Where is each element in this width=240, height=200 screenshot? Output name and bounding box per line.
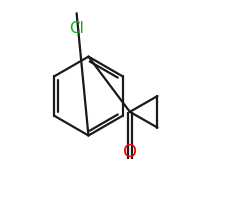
Text: Cl: Cl: [69, 21, 84, 36]
Text: O: O: [123, 143, 137, 161]
